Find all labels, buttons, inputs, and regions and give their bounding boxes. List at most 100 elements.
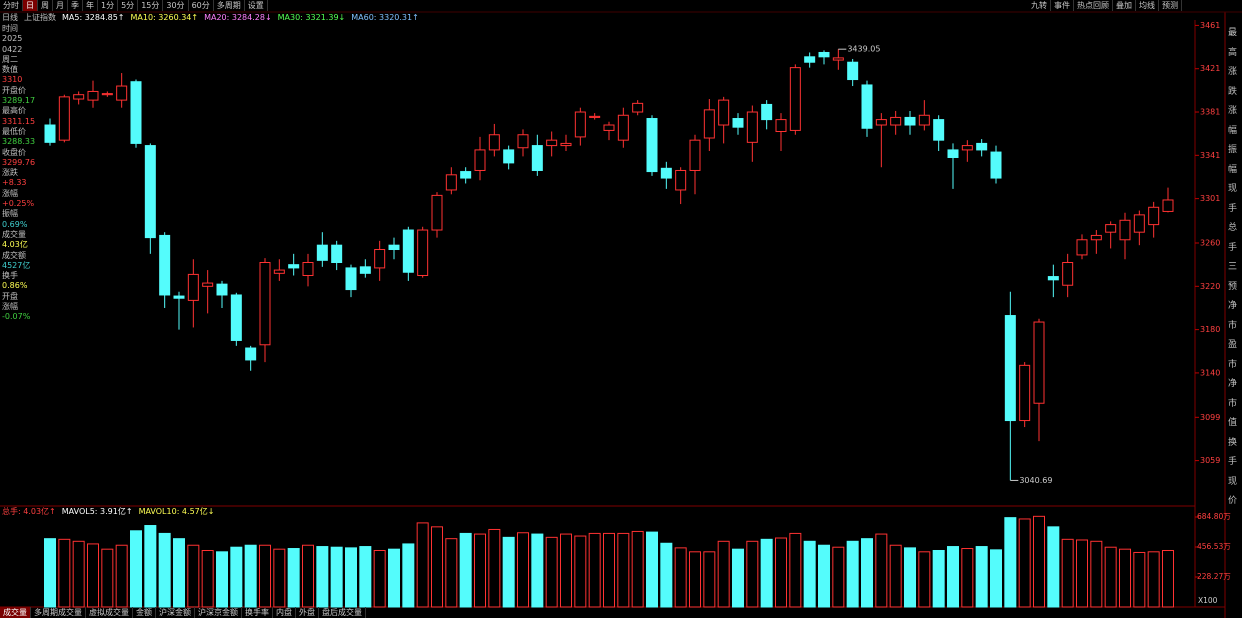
tool-tab[interactable]: 均线 <box>1136 0 1159 11</box>
tool-tab[interactable]: 九转 <box>1028 0 1051 11</box>
period-tab[interactable]: 60分 <box>189 0 214 11</box>
candle-body <box>632 102 644 113</box>
indicator-tab[interactable]: 内盘 <box>273 607 296 618</box>
indicator-tab[interactable]: 成交量 <box>0 607 31 618</box>
candle-body <box>961 145 973 151</box>
side-label: 涨跌 <box>1228 67 1238 97</box>
info-line: 4527亿 <box>2 260 31 270</box>
y-tick-label: 3421 <box>1200 64 1220 73</box>
volume-bar <box>760 538 773 608</box>
period-tab[interactable]: 5分 <box>118 0 139 11</box>
indicator-tab[interactable]: 沪深金额 <box>156 607 195 618</box>
ma-value: MA60: 3320.31↑ <box>351 13 419 22</box>
volume-bar <box>545 536 558 608</box>
volume-bar <box>689 551 701 608</box>
volume-bar <box>1147 551 1160 608</box>
volume-bar <box>990 549 1002 608</box>
candle-body <box>775 119 787 133</box>
info-line: 涨幅 <box>2 302 18 312</box>
candle-body <box>1090 234 1102 241</box>
volume-bar <box>87 543 99 608</box>
candle-body <box>460 171 472 179</box>
indicator-tab[interactable]: 外盘 <box>296 607 319 618</box>
info-line: 成交额 <box>2 250 26 260</box>
volume-bar <box>388 548 400 608</box>
indicator-tab[interactable]: 盘后成交量 <box>319 607 366 618</box>
tool-tab[interactable]: 事件 <box>1051 0 1074 11</box>
info-line: +0.25% <box>2 199 35 209</box>
period-tab[interactable]: 多周期 <box>214 0 245 11</box>
candle-body <box>1076 239 1088 256</box>
tool-tab[interactable]: 叠加 <box>1113 0 1136 11</box>
info-line: 开盘价 <box>2 85 26 95</box>
side-label: 最高 <box>1228 28 1238 58</box>
side-label: 预 <box>1228 281 1238 292</box>
period-tab[interactable]: 1分 <box>98 0 119 11</box>
period-tab[interactable]: 15分 <box>138 0 164 11</box>
candle-body <box>1133 214 1145 233</box>
candle-body <box>546 139 558 147</box>
candle-body <box>259 262 271 346</box>
unit-label: X100 <box>1198 596 1218 605</box>
volume-bar <box>1162 549 1174 608</box>
y-tick-label: 3461 <box>1200 21 1220 30</box>
candle-body <box>689 139 701 171</box>
indicator-tab[interactable]: 换手率 <box>242 607 273 618</box>
right-panel: 最高 涨跌 涨幅 振幅 现手 总手三预净市盈 市净 市值 换手 现价 <box>1228 24 1242 512</box>
info-line: 3289.17 <box>2 96 36 106</box>
side-label: 市盈 <box>1228 320 1238 351</box>
volume-bar <box>287 548 300 608</box>
info-line: 0.69% <box>2 219 28 229</box>
low-annotation: 3040.69 <box>1019 476 1052 485</box>
volume-bar <box>216 551 228 608</box>
volume-bar <box>1076 539 1088 608</box>
volume-bar <box>373 549 386 608</box>
volume-stat: MAVOL5: 3.91亿↑ <box>61 507 133 516</box>
period-tab[interactable]: 分时 <box>0 0 23 11</box>
volume-bar <box>431 526 443 608</box>
volume-bar <box>574 535 587 608</box>
volume-bar <box>259 544 271 608</box>
info-line: +8.33 <box>2 178 27 188</box>
indicator-tab[interactable]: 多周期成交量 <box>31 607 86 618</box>
info-line: 涨跌 <box>2 168 18 178</box>
period-tab[interactable]: 设置 <box>245 0 268 11</box>
tool-tab[interactable]: 热点回顾 <box>1074 0 1113 11</box>
period-tab[interactable]: 日 <box>23 0 38 11</box>
candle-body <box>990 151 1002 179</box>
candle-body <box>675 169 687 191</box>
candle-body <box>804 56 816 63</box>
candle-body <box>646 118 658 173</box>
candle-body <box>44 124 56 143</box>
candle-body <box>818 51 830 58</box>
indicator-tab[interactable]: 虚拟成交量 <box>86 607 133 618</box>
candle-body <box>216 283 228 296</box>
candle-body <box>288 264 300 269</box>
candle-body <box>947 149 959 158</box>
high-annotation: 3439.05 <box>847 45 880 54</box>
period-tab[interactable]: 月 <box>53 0 68 11</box>
candle-body <box>732 118 744 128</box>
indicator-tab[interactable]: 沪深京金额 <box>195 607 242 618</box>
ma-legend: 日线 上证指数 MA5: 3284.85↑ MA10: 3260.34↑ MA20: 3… <box>2 12 425 23</box>
candle-body <box>116 85 128 101</box>
volume-bar <box>474 533 486 608</box>
volume-bar <box>1061 538 1074 608</box>
info-line: 时间 <box>2 24 18 33</box>
side-label: 现手 <box>1228 184 1238 214</box>
candle-body <box>1004 315 1016 422</box>
period-tab[interactable]: 年 <box>83 0 98 11</box>
candle-body <box>517 134 529 149</box>
period-tab[interactable]: 季 <box>68 0 83 11</box>
info-line: 3288.33 <box>2 137 36 147</box>
period-tab[interactable]: 周 <box>38 0 53 11</box>
volume-bar <box>101 548 114 608</box>
volume-bar <box>1104 546 1117 608</box>
indicator-tab[interactable]: 金额 <box>133 607 156 618</box>
period-tab[interactable]: 30分 <box>163 0 189 11</box>
candle-body <box>1105 224 1117 233</box>
tool-tab[interactable]: 预测 <box>1159 0 1182 11</box>
volume-bar <box>44 538 56 608</box>
info-line: 0.86% <box>2 281 28 291</box>
